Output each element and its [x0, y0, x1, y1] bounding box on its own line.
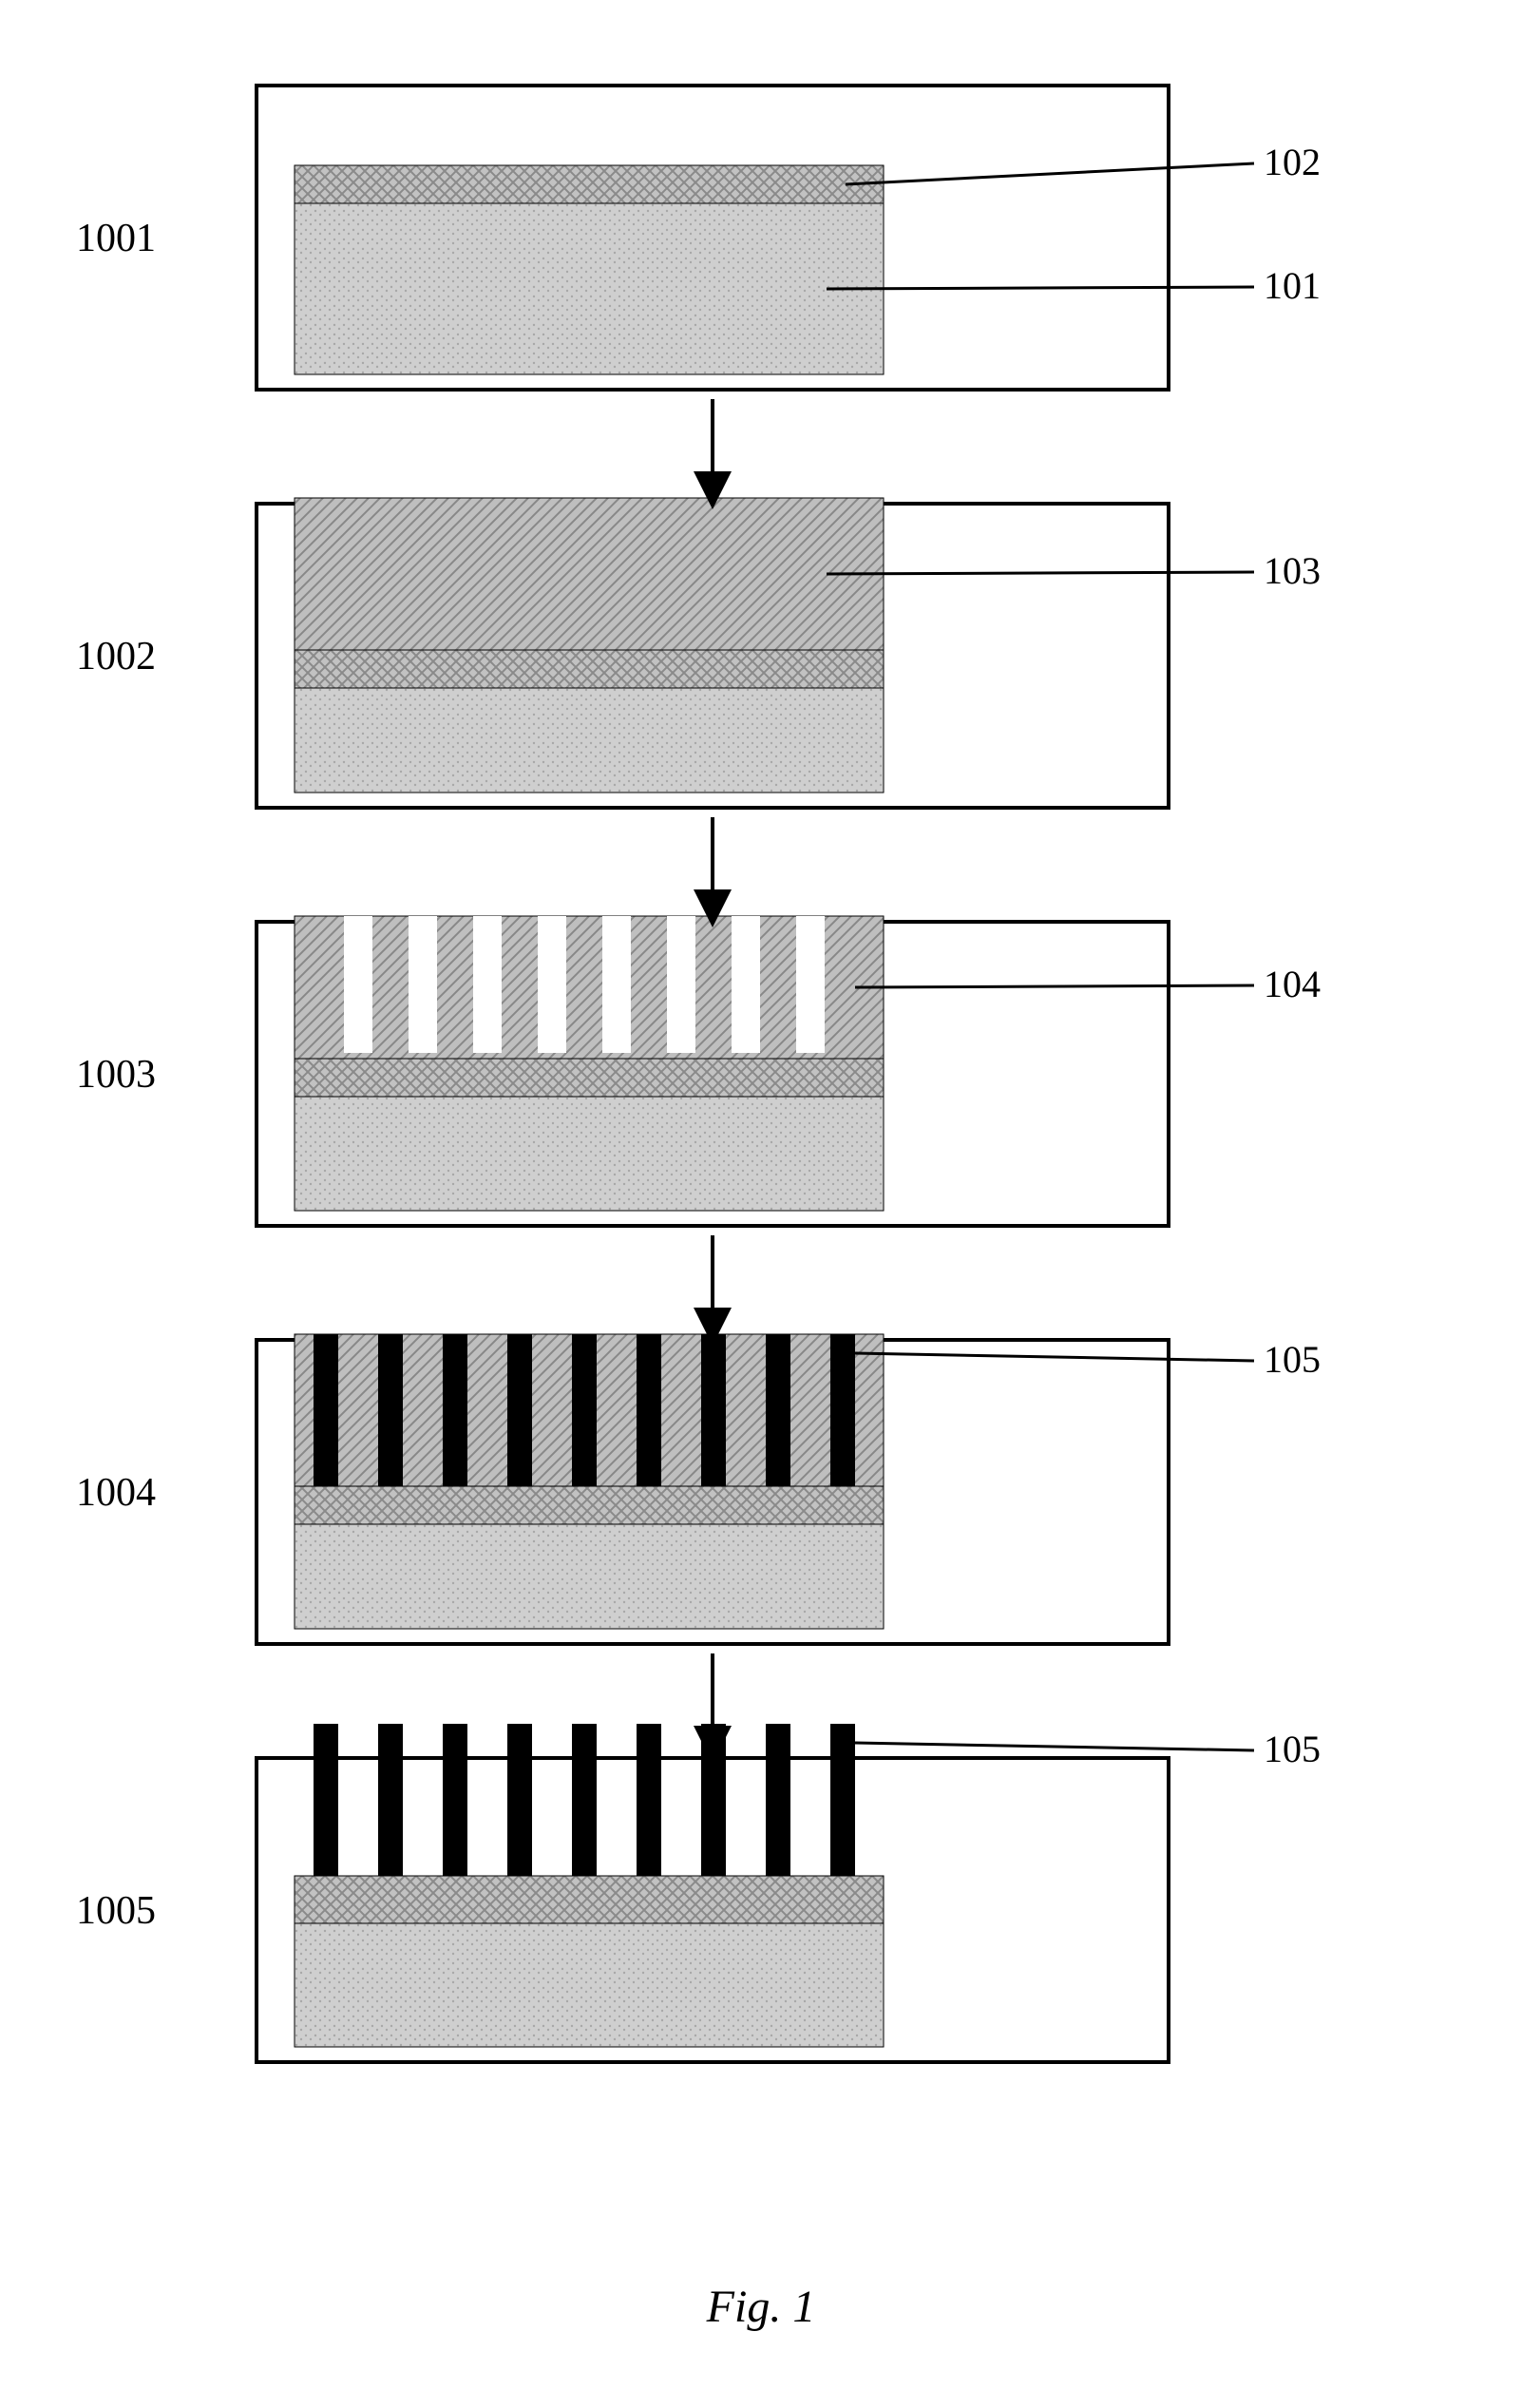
figure-svg: 1001 102 101 1002 103 1003 104 1004 105 1005 105: [0, 0, 1522, 2262]
svg-text:1002: 1002: [76, 635, 156, 678]
figure-page: 1001 102 101 1002 103 1003 104 1004 105 1005 105 F…: [0, 0, 1522, 2408]
svg-text:101: 101: [1264, 264, 1321, 307]
svg-text:105: 105: [1264, 1728, 1321, 1770]
svg-text:1001: 1001: [76, 217, 156, 260]
svg-text:104: 104: [1264, 963, 1321, 1005]
figure-caption: Fig. 1: [0, 2281, 1522, 2333]
svg-text:103: 103: [1264, 549, 1321, 592]
svg-text:1004: 1004: [76, 1471, 156, 1515]
svg-text:1003: 1003: [76, 1053, 156, 1097]
svg-text:1005: 1005: [76, 1889, 156, 1933]
svg-text:102: 102: [1264, 141, 1321, 183]
svg-text:105: 105: [1264, 1338, 1321, 1381]
